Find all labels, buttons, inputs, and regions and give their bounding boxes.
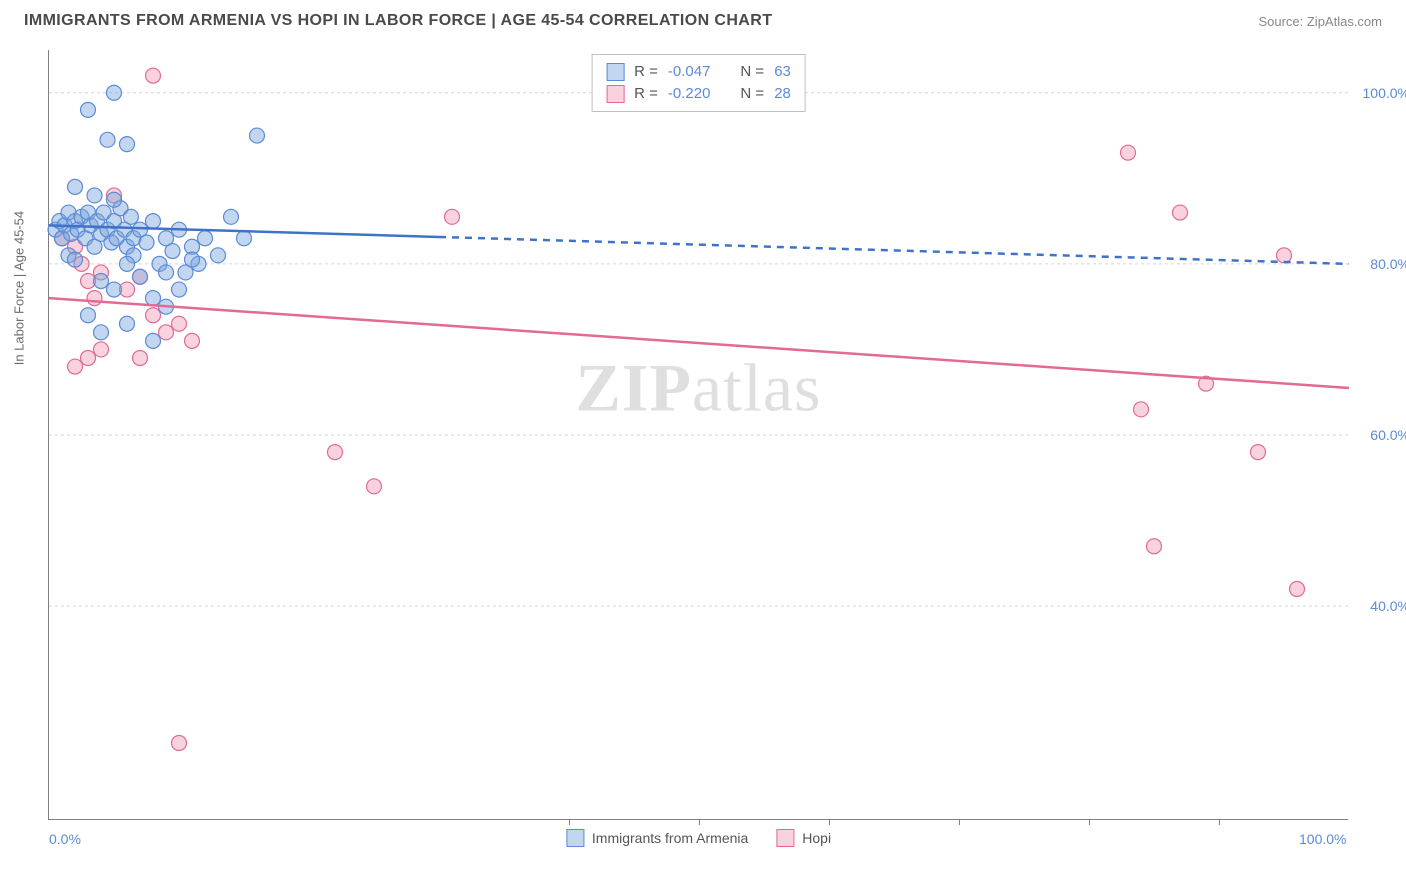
data-point (107, 282, 122, 297)
data-point (172, 316, 187, 331)
source-prefix: Source: (1258, 14, 1306, 29)
data-point (1290, 582, 1305, 597)
x-minor-tick (1219, 819, 1220, 825)
data-point (120, 256, 135, 271)
legend-item: Immigrants from Armenia (566, 829, 748, 847)
x-minor-tick (829, 819, 830, 825)
y-tick-label: 60.0% (1370, 427, 1406, 443)
data-point (146, 291, 161, 306)
data-point (87, 291, 102, 306)
data-point (146, 333, 161, 348)
data-point (198, 231, 213, 246)
data-point (211, 248, 226, 263)
r-label: R = (634, 61, 658, 83)
r-value: -0.220 (668, 83, 711, 105)
chart-plot-area: In Labor Force | Age 45-54 ZIPatlas R = … (48, 50, 1348, 820)
data-point (1277, 248, 1292, 263)
data-point (328, 445, 343, 460)
data-point (165, 244, 180, 259)
n-value: 28 (774, 83, 791, 105)
legend-swatch (776, 829, 794, 847)
data-point (68, 359, 83, 374)
data-point (94, 325, 109, 340)
y-tick-label: 80.0% (1370, 256, 1406, 272)
r-label: R = (634, 83, 658, 105)
data-point (1147, 539, 1162, 554)
data-point (172, 282, 187, 297)
legend-label: Hopi (802, 830, 831, 846)
data-point (133, 351, 148, 366)
data-point (1173, 205, 1188, 220)
n-label: N = (740, 61, 764, 83)
data-point (224, 209, 239, 224)
legend-item: Hopi (776, 829, 831, 847)
data-point (68, 179, 83, 194)
data-point (185, 252, 200, 267)
series-legend: Immigrants from Armenia Hopi (566, 829, 831, 847)
data-point (367, 479, 382, 494)
data-point (107, 85, 122, 100)
chart-header: IMMIGRANTS FROM ARMENIA VS HOPI IN LABOR… (0, 0, 1406, 38)
y-axis-label: In Labor Force | Age 45-54 (12, 210, 27, 364)
data-point (146, 214, 161, 229)
data-point (94, 274, 109, 289)
stats-row: R = -0.220 N = 28 (606, 83, 791, 105)
data-point (133, 269, 148, 284)
data-point (237, 231, 252, 246)
scatter-plot-svg (49, 50, 1348, 819)
correlation-stats-box: R = -0.047 N = 63 R = -0.220 N = 28 (591, 54, 806, 112)
data-point (1121, 145, 1136, 160)
data-point (81, 308, 96, 323)
data-point (68, 252, 83, 267)
n-value: 63 (774, 61, 791, 83)
source-attribution: Source: ZipAtlas.com (1258, 14, 1382, 29)
x-minor-tick (699, 819, 700, 825)
data-point (250, 128, 265, 143)
data-point (172, 736, 187, 751)
y-tick-label: 40.0% (1370, 598, 1406, 614)
data-point (100, 132, 115, 147)
data-point (120, 316, 135, 331)
data-point (81, 351, 96, 366)
n-label: N = (740, 83, 764, 105)
data-point (146, 68, 161, 83)
series-swatch (606, 63, 624, 81)
data-point (159, 325, 174, 340)
x-tick-label: 100.0% (1299, 831, 1346, 847)
data-point (146, 308, 161, 323)
regression-line-dashed (439, 237, 1349, 264)
x-minor-tick (1089, 819, 1090, 825)
data-point (1251, 445, 1266, 460)
data-point (445, 209, 460, 224)
r-value: -0.047 (668, 61, 711, 83)
regression-line (49, 298, 1349, 388)
chart-title: IMMIGRANTS FROM ARMENIA VS HOPI IN LABOR… (24, 12, 772, 30)
data-point (159, 265, 174, 280)
data-point (139, 235, 154, 250)
data-point (81, 102, 96, 117)
stats-row: R = -0.047 N = 63 (606, 61, 791, 83)
y-tick-label: 100.0% (1363, 85, 1406, 101)
x-minor-tick (959, 819, 960, 825)
source-name: ZipAtlas.com (1307, 14, 1382, 29)
data-point (1134, 402, 1149, 417)
data-point (185, 333, 200, 348)
x-tick-label: 0.0% (49, 831, 81, 847)
x-minor-tick (569, 819, 570, 825)
data-point (120, 137, 135, 152)
series-swatch (606, 85, 624, 103)
data-point (123, 209, 138, 224)
data-point (107, 192, 122, 207)
data-point (94, 342, 109, 357)
legend-label: Immigrants from Armenia (592, 830, 748, 846)
data-point (87, 188, 102, 203)
legend-swatch (566, 829, 584, 847)
